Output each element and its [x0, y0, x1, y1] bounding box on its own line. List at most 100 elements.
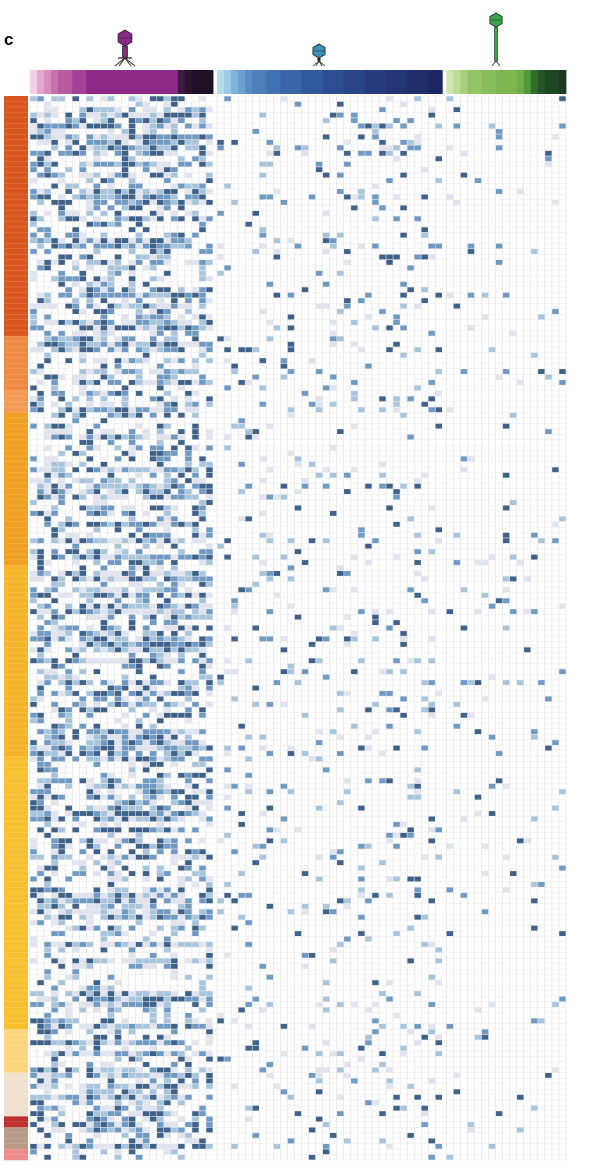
heatmap-cell — [58, 199, 65, 205]
heatmap-cell — [393, 494, 400, 500]
heatmap-cell — [58, 942, 65, 947]
heatmap-cell — [164, 772, 171, 778]
heatmap-cell — [266, 1002, 274, 1007]
heatmap-cell — [329, 849, 337, 855]
heatmap-cell — [287, 450, 295, 456]
heatmap-cell — [44, 609, 51, 615]
heatmap-cell — [51, 1127, 58, 1133]
heatmap-cell — [30, 756, 37, 762]
heatmap-cell — [149, 756, 157, 762]
heatmap-cell — [107, 778, 115, 784]
heatmap-cell — [199, 729, 206, 735]
heatmap-cell — [114, 783, 122, 789]
heatmap-cell — [37, 1018, 44, 1024]
heatmap-cell — [65, 1018, 72, 1024]
heatmap-cell — [30, 789, 37, 795]
heatmap-cell — [65, 854, 72, 860]
heatmap-cell — [531, 554, 538, 560]
heatmap-cell — [344, 161, 351, 167]
heatmap-cell — [51, 123, 58, 129]
heatmap-cell — [37, 898, 44, 904]
heatmap-cell — [30, 1122, 37, 1127]
heatmap-cell — [474, 178, 482, 184]
heatmap-cell — [86, 238, 94, 244]
heatmap-cell — [171, 658, 178, 664]
row-color-176 — [4, 1056, 28, 1063]
heatmap-cell — [135, 800, 143, 806]
heatmap-cell — [322, 281, 330, 287]
heatmap-cell — [65, 892, 72, 898]
heatmap-cell — [559, 996, 566, 1002]
heatmap-cell — [495, 778, 503, 784]
heatmap-cell — [149, 210, 157, 216]
heatmap-cell — [164, 456, 171, 462]
heatmap-cell — [185, 772, 192, 778]
heatmap-cell — [217, 254, 224, 260]
heatmap-cell — [121, 1133, 129, 1138]
heatmap-cell — [121, 325, 129, 331]
heatmap-cell — [509, 871, 517, 876]
heatmap-cell — [100, 123, 108, 129]
heatmap-cell — [51, 849, 58, 855]
heatmap-cell — [149, 112, 157, 118]
heatmap-cell — [93, 991, 101, 997]
heatmap-cell — [322, 909, 330, 915]
heatmap-cell — [280, 96, 288, 102]
heatmap-cell — [259, 1007, 267, 1013]
heatmap-cell — [178, 827, 185, 833]
row-color-8 — [4, 139, 28, 146]
heatmap-cell — [128, 1002, 136, 1007]
heatmap-cell — [178, 1051, 185, 1057]
heatmap-cell — [135, 718, 143, 724]
heatmap-cell — [474, 794, 482, 800]
heatmap-cell — [72, 674, 79, 680]
heatmap-cell — [79, 385, 87, 391]
heatmap-cell — [93, 887, 101, 893]
heatmap-cell — [86, 380, 94, 385]
heatmap-cell — [93, 145, 101, 151]
heatmap-cell — [65, 991, 72, 997]
heatmap-cell — [157, 325, 164, 331]
column-color-39 — [308, 70, 316, 94]
heatmap-cell — [287, 407, 295, 413]
heatmap-cell — [467, 1122, 475, 1127]
heatmap-cell — [44, 341, 51, 347]
heatmap-cell — [149, 505, 157, 511]
heatmap-cell — [135, 1072, 143, 1078]
heatmap-cell — [428, 254, 435, 260]
heatmap-cell — [337, 101, 344, 107]
heatmap-cell — [157, 691, 164, 696]
heatmap-cell — [206, 483, 213, 489]
heatmap-cell — [171, 554, 178, 560]
heatmap-cell — [72, 336, 79, 342]
heatmap-cell — [128, 925, 136, 931]
heatmap-cell — [58, 1143, 65, 1149]
heatmap-cell — [121, 740, 129, 746]
heatmap-cell — [121, 189, 129, 194]
heatmap-cell — [128, 805, 136, 811]
column-color-58 — [446, 70, 454, 94]
heatmap-cell — [79, 107, 87, 113]
heatmap-cell — [44, 1034, 51, 1040]
heatmap-cell — [206, 358, 213, 364]
heatmap-cell — [351, 118, 358, 123]
heatmap-cell — [86, 745, 94, 751]
heatmap-cell — [30, 167, 37, 173]
row-color-130 — [4, 805, 28, 812]
heatmap-cell — [164, 483, 171, 489]
heatmap-cell — [206, 663, 213, 669]
heatmap-cell — [315, 401, 323, 407]
heatmap-cell — [372, 123, 379, 129]
heatmap-cell — [107, 745, 115, 751]
heatmap-cell — [252, 374, 259, 380]
heatmap-cell — [65, 292, 72, 298]
heatmap-cell — [502, 292, 510, 298]
heatmap-cell — [185, 996, 192, 1002]
heatmap-cell — [86, 1062, 94, 1067]
heatmap-cell — [142, 1143, 150, 1149]
row-color-119 — [4, 745, 28, 752]
heatmap-cell — [414, 887, 421, 893]
heatmap-cell — [435, 347, 443, 353]
heatmap-cell — [149, 942, 157, 947]
heatmap-cell — [171, 740, 178, 746]
